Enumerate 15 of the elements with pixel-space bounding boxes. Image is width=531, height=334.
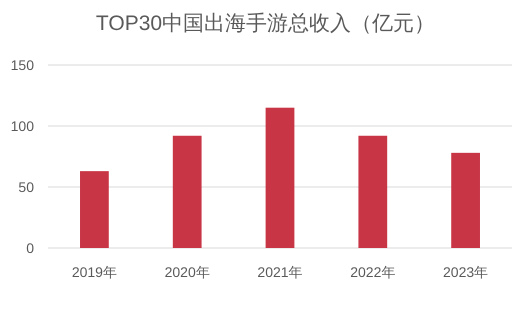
bar [172, 136, 202, 248]
bar [451, 152, 480, 248]
x-tick-label: 2022年 [350, 264, 396, 280]
y-tick-label: 100 [10, 118, 34, 134]
y-tick-label: 0 [26, 240, 34, 256]
bar [266, 108, 294, 248]
bar [80, 171, 109, 248]
x-tick-label: 2020年 [164, 264, 210, 280]
x-tick-label: 2021年 [257, 264, 303, 280]
y-tick-label: 50 [18, 179, 34, 195]
x-tick-label: 2023年 [443, 264, 488, 280]
bar [358, 136, 388, 248]
chart-title: TOP30中国出海手游总收入（亿元） [96, 12, 436, 35]
y-tick-label: 150 [10, 57, 34, 73]
x-tick-label: 2019年 [72, 264, 117, 280]
